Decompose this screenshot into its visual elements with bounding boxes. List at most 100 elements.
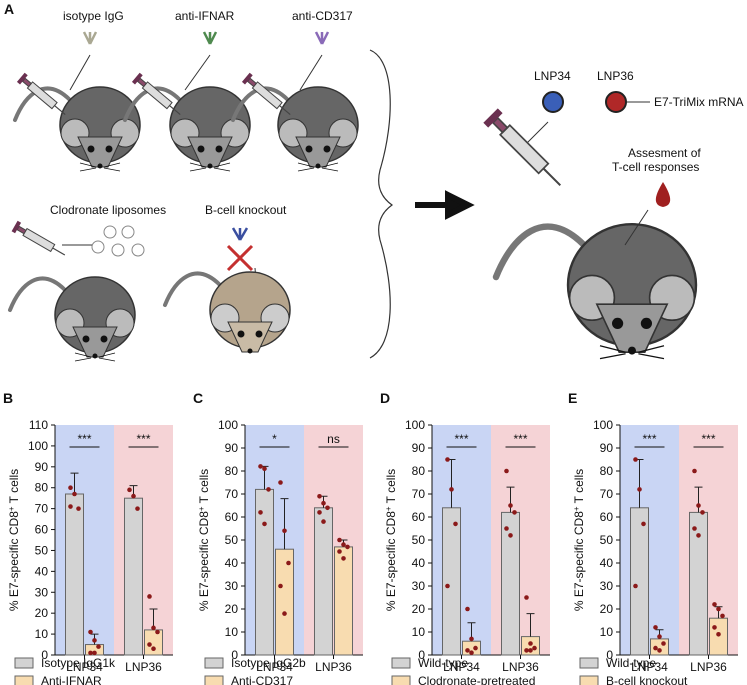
y-axis-label-main: % E7-specific CD8 <box>572 511 586 611</box>
syringe <box>482 107 569 194</box>
lnp-label: LNP36 <box>597 69 634 83</box>
legend-swatch <box>204 657 224 669</box>
y-tick-label: 90 <box>225 441 239 455</box>
y-tick-label: 70 <box>600 487 614 501</box>
y-tick-label: 40 <box>35 564 49 578</box>
y-axis-label-tail: T cells <box>384 469 398 507</box>
data-point <box>258 464 263 469</box>
data-point <box>317 494 322 499</box>
legend-label: Isotype IgG1k <box>41 656 116 670</box>
panel-label: B <box>3 390 13 406</box>
y-tick-label: 20 <box>600 602 614 616</box>
data-point <box>266 487 271 492</box>
legend-swatch <box>14 657 34 669</box>
y-tick-label: 30 <box>35 585 49 599</box>
legend-label: Clodronate-pretreated <box>418 674 535 685</box>
category-background <box>432 425 491 655</box>
data-point <box>151 625 156 631</box>
data-point <box>282 528 287 534</box>
mouse <box>13 85 142 173</box>
x-tick-label: LNP36 <box>690 660 727 674</box>
panel-a: A isotype IgG anti-IFNAR anti-CD317 Clod… <box>4 1 744 363</box>
bar <box>334 546 353 656</box>
y-axis-label-main: % E7-specific CD8 <box>197 511 211 611</box>
data-point <box>325 505 330 511</box>
data-point <box>661 641 666 646</box>
y-axis-label-tail: T cells <box>197 469 211 507</box>
mouse <box>496 224 696 358</box>
lnp-icon <box>605 91 627 113</box>
treatment-label: isotype IgG <box>63 9 124 23</box>
data-point <box>321 500 326 506</box>
data-point <box>473 645 478 651</box>
mouse-knockout <box>163 271 291 354</box>
data-point <box>633 457 638 462</box>
x-tick-label: LNP34 <box>443 660 480 674</box>
bar <box>275 548 294 656</box>
data-point <box>504 468 509 474</box>
data-point <box>88 629 93 635</box>
y-tick-label: 100 <box>28 439 48 453</box>
y-tick-label: 60 <box>600 510 614 524</box>
y-axis-label-sup: + <box>572 506 581 511</box>
x-tick-label: LNP34 <box>631 660 668 674</box>
y-tick-label: 70 <box>225 487 239 501</box>
y-tick-label: 20 <box>225 602 239 616</box>
y-axis-label-tail: T cells <box>572 469 586 507</box>
arrow <box>415 190 475 220</box>
y-tick-label: 40 <box>225 556 239 570</box>
legend-swatch <box>14 675 34 685</box>
bar <box>442 507 461 656</box>
data-point <box>147 642 152 647</box>
brace <box>369 49 394 359</box>
y-tick-label: 110 <box>29 418 48 432</box>
legend-label: B-cell knockout <box>606 674 688 685</box>
y-tick-label: 60 <box>412 510 426 524</box>
y-tick-label: 80 <box>412 464 426 478</box>
pointer-line <box>69 54 91 91</box>
data-point <box>278 583 283 589</box>
legend-label: Anti-CD317 <box>231 674 293 685</box>
data-point <box>637 487 642 492</box>
data-point <box>68 485 73 491</box>
data-point <box>445 457 450 462</box>
data-point <box>341 556 346 561</box>
y-tick-label: 30 <box>412 579 426 593</box>
data-point <box>692 526 697 531</box>
data-point <box>633 583 638 589</box>
lnp-icon <box>542 91 564 113</box>
panel-label: E <box>568 390 577 406</box>
panel-label: A <box>4 1 14 17</box>
mouse <box>123 85 252 173</box>
y-tick-label: 10 <box>412 625 426 639</box>
legend-swatch <box>579 657 599 669</box>
data-point <box>317 510 322 515</box>
y-tick-label: 20 <box>35 606 49 620</box>
y-tick-label: 50 <box>600 533 614 547</box>
treatment-label: B-cell knockout <box>205 203 287 217</box>
y-axis-label-sup: + <box>384 506 393 511</box>
legend-label: Isotype IgG2b <box>231 656 306 670</box>
data-point <box>508 503 513 508</box>
y-axis-label-tail: T cells <box>7 469 21 507</box>
y-tick-label: 80 <box>35 481 49 495</box>
data-point <box>135 506 140 511</box>
data-point <box>720 613 725 619</box>
data-point <box>147 594 152 599</box>
pointer-line <box>299 54 323 91</box>
significance-label: ns <box>327 432 340 446</box>
pointer-line <box>624 209 649 246</box>
antibody <box>202 31 218 45</box>
data-point <box>278 480 283 485</box>
assessment-label: Assesment of <box>628 146 701 160</box>
pointer-line <box>524 121 549 146</box>
data-point <box>696 503 701 508</box>
data-point <box>528 648 533 653</box>
y-tick-label: 50 <box>412 533 426 547</box>
y-axis-label-sup: + <box>197 506 206 511</box>
charts: B% E7-specific CD8+ T cells0102030405060… <box>3 390 738 685</box>
data-point <box>337 549 342 554</box>
bar <box>630 507 649 656</box>
y-tick-label: 90 <box>600 441 614 455</box>
